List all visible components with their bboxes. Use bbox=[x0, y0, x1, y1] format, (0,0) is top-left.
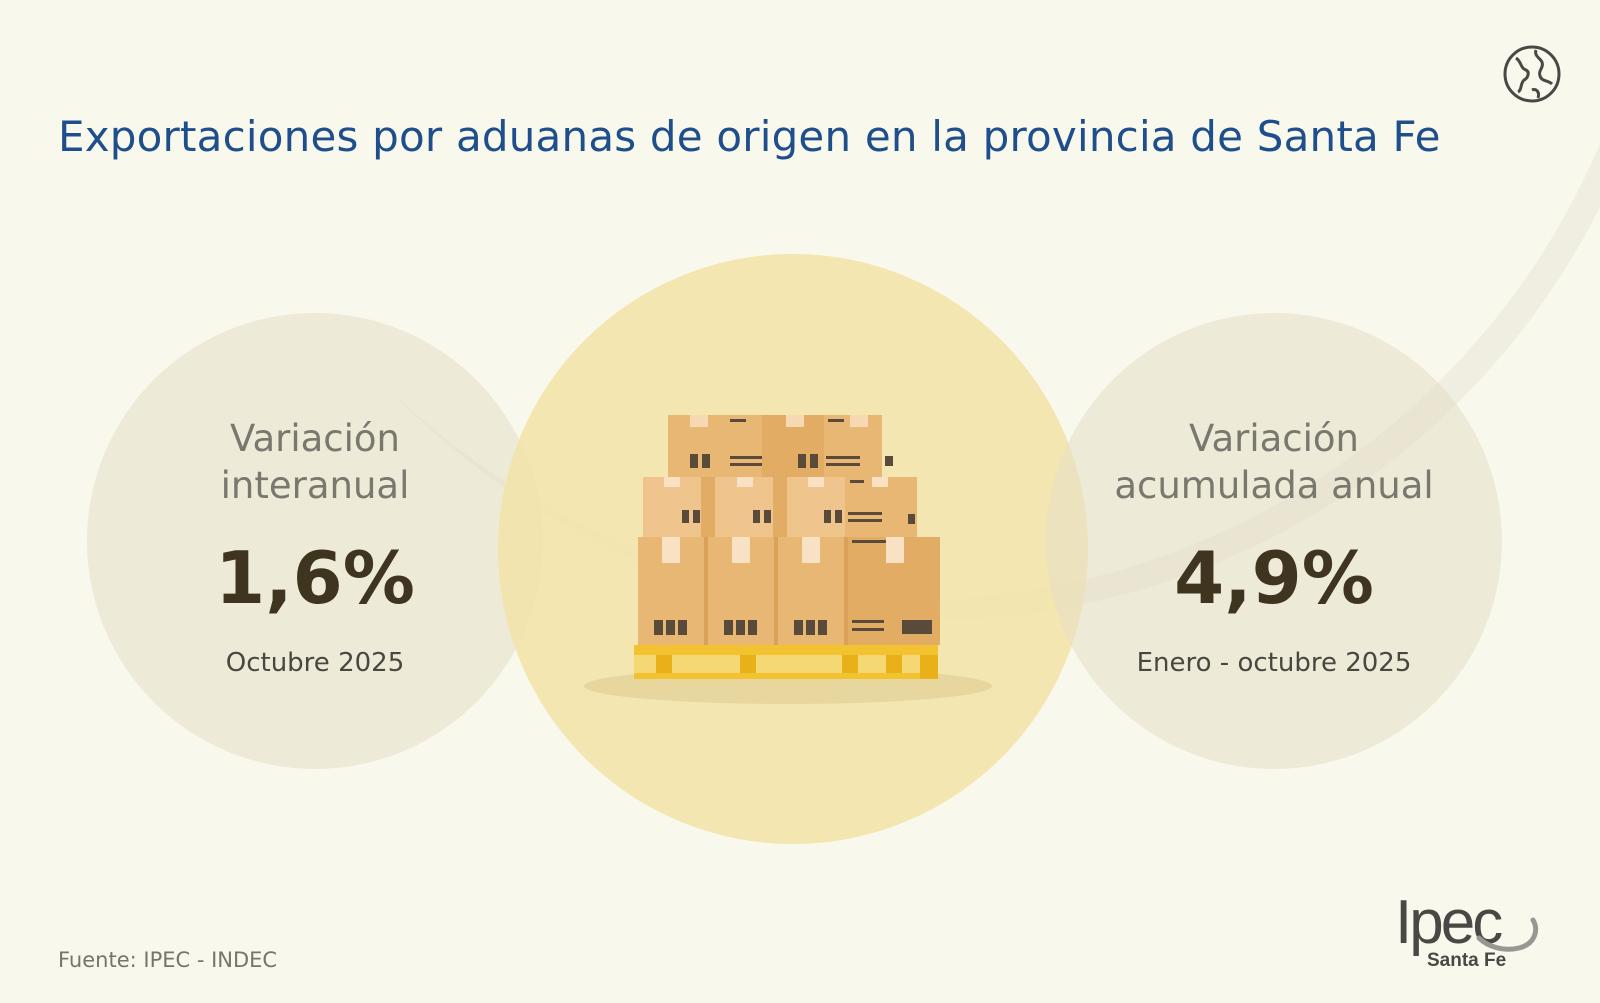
globe-icon bbox=[1503, 45, 1561, 103]
stat-label-line1: Variación bbox=[230, 417, 400, 460]
stat-circle-left bbox=[87, 313, 543, 769]
stat-value: 1,6% bbox=[215, 536, 415, 620]
logo-subtitle: Santa Fe bbox=[1427, 950, 1507, 971]
logo-swoosh-icon bbox=[1476, 917, 1539, 952]
stat-period: Enero - octubre 2025 bbox=[1136, 648, 1412, 678]
pallet-boxes-icon bbox=[584, 415, 992, 704]
stat-label-line2: acumulada anual bbox=[1114, 464, 1434, 507]
stat-label: Variación acumulada anual bbox=[1046, 415, 1502, 509]
ipec-logo: Ipec Santa Fe bbox=[1395, 888, 1545, 976]
stat-circle-right bbox=[1046, 313, 1502, 769]
page-title: Exportaciones por aduanas de origen en l… bbox=[58, 112, 1441, 161]
stat-value: 4,9% bbox=[1174, 536, 1374, 620]
stat-label: Variación interanual bbox=[87, 415, 543, 509]
stat-period: Octubre 2025 bbox=[225, 648, 405, 678]
stat-label-line2: interanual bbox=[220, 464, 410, 507]
stat-label-line1: Variación bbox=[1189, 417, 1359, 460]
source-text: Fuente: IPEC - INDEC bbox=[58, 948, 278, 972]
